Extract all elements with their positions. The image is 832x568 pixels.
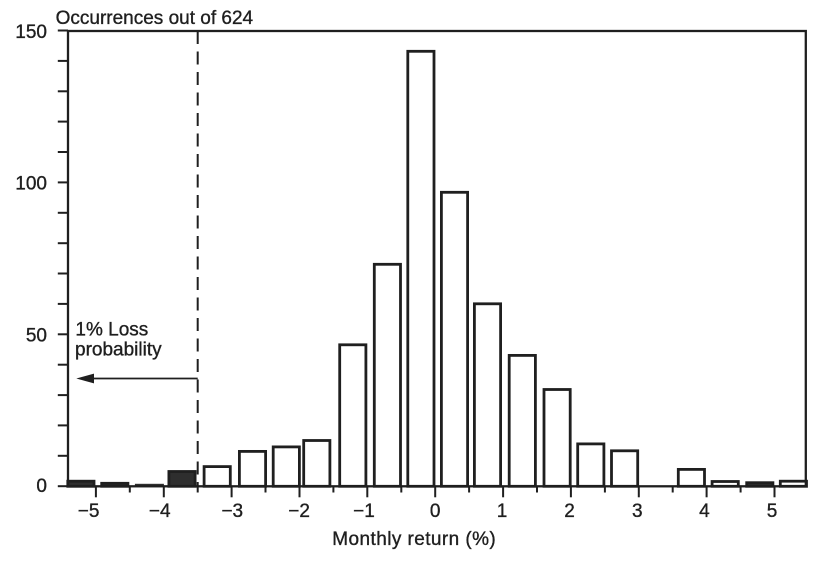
- svg-text:100: 100: [15, 173, 47, 194]
- svg-text:−4: −4: [149, 501, 171, 522]
- svg-text:4: 4: [699, 501, 710, 522]
- svg-text:0: 0: [430, 501, 441, 522]
- svg-text:1% Loss: 1% Loss: [75, 319, 148, 340]
- svg-text:probability: probability: [75, 340, 162, 361]
- svg-text:1: 1: [497, 501, 508, 522]
- svg-text:Monthly return (%): Monthly return (%): [332, 529, 496, 550]
- svg-text:−1: −1: [353, 501, 375, 522]
- svg-text:−3: −3: [221, 501, 243, 522]
- svg-text:0: 0: [36, 476, 47, 497]
- svg-text:−5: −5: [78, 501, 100, 522]
- svg-text:5: 5: [767, 501, 778, 522]
- svg-text:3: 3: [632, 501, 643, 522]
- svg-text:2: 2: [564, 501, 575, 522]
- svg-text:150: 150: [15, 22, 47, 43]
- svg-text:−2: −2: [288, 501, 310, 522]
- svg-text:Occurrences out of 624: Occurrences out of 624: [56, 8, 254, 29]
- svg-text:50: 50: [26, 325, 47, 346]
